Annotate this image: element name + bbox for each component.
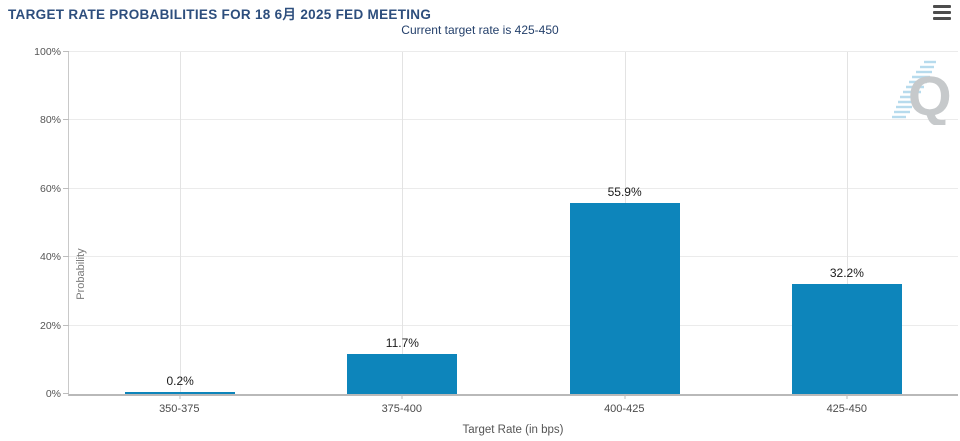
y-tick-label: 80% <box>39 114 61 127</box>
chart-subtitle: Current target rate is 425-450 <box>401 23 559 37</box>
gridline-h <box>69 119 958 121</box>
y-tick <box>63 256 69 258</box>
hamburger-menu-icon[interactable] <box>933 5 951 20</box>
bar-group-400-425: 55.9% <box>514 52 736 394</box>
x-category-label: 375-400 <box>381 403 422 415</box>
y-tick-label: 0% <box>45 388 61 400</box>
bar-400-425[interactable] <box>569 202 680 394</box>
gridline-v <box>180 52 182 394</box>
x-axis-labels: 350-375 375-400 400-425 425-450 <box>68 403 958 417</box>
x-axis-title: Target Rate (in bps) <box>462 424 564 436</box>
y-tick-label: 20% <box>39 319 61 332</box>
gridline-h <box>69 187 958 189</box>
bar-375-400[interactable] <box>347 354 458 394</box>
page-title: TARGET RATE PROBABILITIES FOR 18 6月 2025… <box>8 7 432 22</box>
x-category-label: 425-450 <box>826 403 867 415</box>
bar-group-350-375: 0.2% <box>69 52 291 394</box>
x-tick <box>179 394 181 399</box>
gridline-h <box>69 256 958 258</box>
hamburger-bar <box>933 17 951 20</box>
y-tick <box>63 119 69 121</box>
y-tick <box>63 324 69 326</box>
y-tick-label: 40% <box>39 251 61 264</box>
gridline-v <box>846 52 848 394</box>
bar-425-450[interactable] <box>791 283 902 394</box>
gridline-h <box>69 324 958 326</box>
hamburger-bar <box>933 5 951 8</box>
plot-area: 0% 20% 40% 60% 80% 100% 0.2% 11.7% 55.9%… <box>34 46 958 400</box>
x-tick <box>401 394 403 399</box>
y-tick-label: 100% <box>34 46 61 58</box>
gridline-v <box>402 52 404 394</box>
bar-group-425-450: 32.2% <box>736 52 958 394</box>
y-tick <box>63 187 69 189</box>
y-axis-title: Probability <box>75 248 87 300</box>
bar-value-label: 0.2% <box>166 374 194 388</box>
x-tick <box>846 394 848 399</box>
y-tick-label: 60% <box>39 182 61 195</box>
gridline-h <box>69 51 958 52</box>
bar-value-label: 55.9% <box>607 184 642 199</box>
hamburger-bar <box>933 11 951 14</box>
y-tick <box>63 51 69 52</box>
bar-value-label: 32.2% <box>829 265 864 280</box>
bar-group-375-400: 11.7% <box>291 52 513 394</box>
x-category-label: 400-425 <box>604 403 645 415</box>
bar-value-label: 11.7% <box>385 336 419 350</box>
y-tick <box>63 393 69 394</box>
bar-350-375[interactable] <box>125 392 236 394</box>
x-category-label: 350-375 <box>159 403 200 415</box>
x-tick <box>624 394 626 399</box>
